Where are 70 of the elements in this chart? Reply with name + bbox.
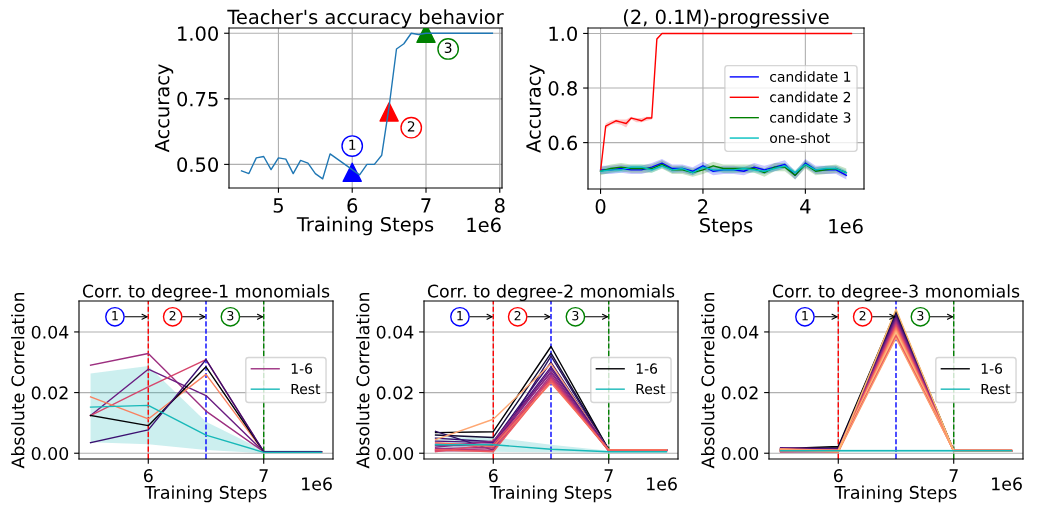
x-axis-title: Training Steps xyxy=(296,216,434,236)
legend-label: candidate 2 xyxy=(770,91,851,103)
x-tick-label: 5 xyxy=(273,198,283,213)
text: 1e6 xyxy=(829,218,863,234)
legend-label: 1-6 xyxy=(981,363,1003,374)
x-axis-title: Training Steps xyxy=(834,485,957,503)
annotation: 2 xyxy=(407,121,415,132)
x-tick-label: 0 xyxy=(595,199,606,214)
y-tick-label: 0.04 xyxy=(376,325,414,339)
x-tick-label: 6 xyxy=(347,198,358,213)
legend-label: 1-6 xyxy=(636,363,658,374)
y-tick-label: 0.00 xyxy=(721,446,759,461)
annotation: 2 xyxy=(859,310,866,321)
annotation: 2 xyxy=(514,310,521,321)
legend-label: one-shot xyxy=(770,132,830,144)
x-tick-label: 7 xyxy=(259,469,268,482)
legend-label: 1-6 xyxy=(291,363,313,374)
x-axis-title: Steps xyxy=(700,217,753,237)
y-tick-label: 0.6 xyxy=(548,135,578,151)
x-tick-label: 6 xyxy=(488,469,498,483)
y-axis-title: Absolute Correlation xyxy=(701,292,715,469)
annotation: 1 xyxy=(802,311,808,321)
text: 1e6 xyxy=(302,477,332,491)
y-tick-label: 1.0 xyxy=(549,26,577,42)
text: 1e6 xyxy=(467,217,501,233)
chart-title: Teacher's accuracy behavior xyxy=(227,9,504,28)
chart-title: Corr. to degree-2 monomials xyxy=(427,284,675,301)
legend-label: candidate 3 xyxy=(770,111,851,123)
y-tick-label: 0.02 xyxy=(721,386,758,400)
legend-label: Rest xyxy=(981,383,1011,395)
y-tick-label: 0.04 xyxy=(721,325,759,339)
annotation: 1 xyxy=(349,139,356,150)
x-tick-label: 7 xyxy=(949,469,958,482)
y-tick-label: 0.50 xyxy=(177,157,218,173)
x-axis-title: Training Steps xyxy=(489,485,612,503)
annotation: 1 xyxy=(112,311,118,321)
legend-label: Rest xyxy=(291,383,321,395)
chart-title: (2, 0.1M)-progressive xyxy=(623,9,829,28)
x-tick-label: 6 xyxy=(143,469,153,483)
x-tick-label: 2 xyxy=(698,199,708,214)
chart-title: Corr. to degree-3 monomials xyxy=(772,284,1020,301)
text: 1e6 xyxy=(647,477,677,491)
x-tick-label: 7 xyxy=(604,469,613,482)
y-axis-title: Absolute Correlation xyxy=(11,292,25,469)
annotation: 3 xyxy=(227,310,234,321)
y-tick-label: 0.02 xyxy=(376,386,413,400)
y-tick-label: 0.75 xyxy=(177,91,218,107)
y-tick-label: 0.8 xyxy=(548,80,577,96)
y-axis-title: Accuracy xyxy=(526,64,545,153)
x-tick-label: 4 xyxy=(800,199,811,214)
legend-label: candidate 1 xyxy=(770,71,851,82)
annotation: 1 xyxy=(457,311,463,321)
annotation: 2 xyxy=(169,310,176,321)
x-tick-label: 6 xyxy=(833,469,843,483)
text: 1e6 xyxy=(992,477,1022,491)
chart-title: Corr. to degree-1 monomials xyxy=(82,284,330,301)
y-tick-label: 1.00 xyxy=(178,26,218,41)
y-axis-title: Absolute Correlation xyxy=(356,292,370,469)
y-tick-label: 0.02 xyxy=(31,386,68,400)
annotation: 3 xyxy=(572,310,579,321)
y-tick-label: 0.04 xyxy=(31,325,69,339)
legend-label: Rest xyxy=(636,383,666,395)
y-tick-label: 0.00 xyxy=(376,446,414,461)
x-tick-label: 7 xyxy=(421,198,431,213)
x-tick-label: 8 xyxy=(494,198,505,213)
y-axis-title: Accuracy xyxy=(154,64,174,153)
x-axis-title: Training Steps xyxy=(144,485,267,503)
annotation: 3 xyxy=(917,310,924,321)
annotation: 3 xyxy=(444,42,452,54)
y-tick-label: 0.00 xyxy=(31,446,69,461)
